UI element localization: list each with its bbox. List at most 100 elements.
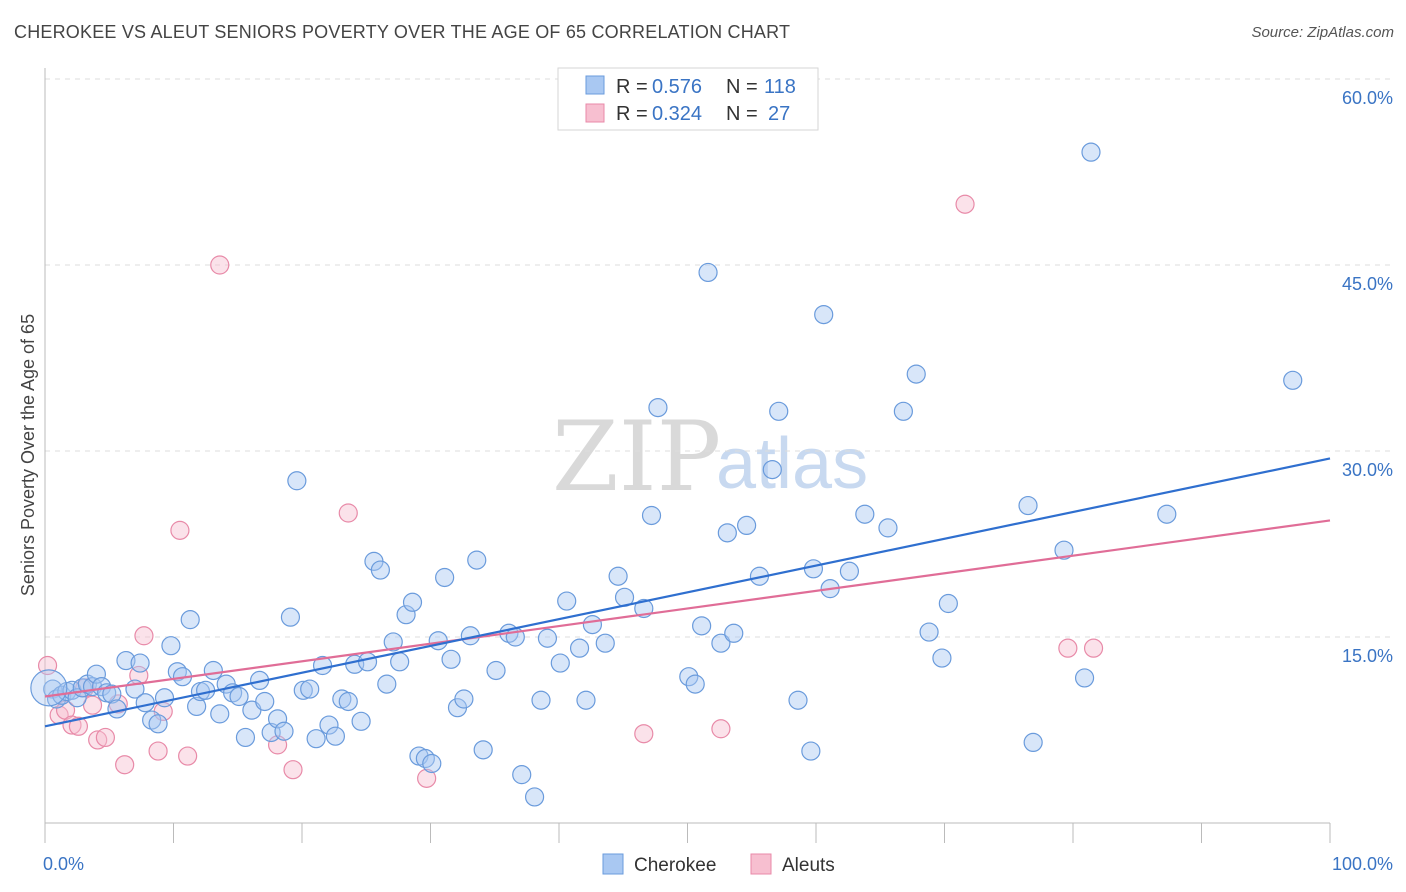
cherokee-point-16 [130, 653, 150, 673]
aleut-legend-swatch [585, 103, 605, 123]
cherokee-points [30, 142, 1303, 807]
cherokee-point-105 [839, 561, 860, 581]
cherokee-point-95 [724, 623, 744, 643]
cherokee-point-71 [486, 660, 506, 681]
cherokee-point-107 [878, 518, 898, 538]
cherokee-point-92 [698, 262, 718, 283]
cherokee-n-label: N = [726, 76, 758, 98]
cherokee-point-38 [267, 709, 288, 729]
watermark-zip: ZIP [552, 401, 721, 513]
cherokee-point-102 [803, 559, 824, 579]
cherokee-point-55 [377, 674, 397, 694]
cherokee-point-103 [814, 305, 834, 325]
aleut-point-25 [1058, 638, 1078, 658]
cherokee-point-17 [135, 693, 155, 713]
x-tick-label-0: 0.0% [43, 854, 84, 874]
cherokee-point-79 [557, 591, 577, 611]
cherokee-point-41 [287, 471, 307, 491]
cherokee-point-119 [1283, 370, 1303, 390]
cherokee-point-65 [441, 649, 461, 669]
cherokee-point-75 [524, 787, 545, 807]
cherokee-point-94 [717, 523, 737, 543]
cherokee-point-59 [402, 592, 423, 612]
cherokee-point-84 [608, 566, 628, 586]
cherokee-series-swatch [602, 853, 624, 875]
x-tick-label-1: 100.0% [1332, 854, 1393, 874]
series-legend: Cherokee Aleuts [602, 853, 835, 876]
cherokee-point-74 [512, 765, 532, 785]
y-axis-title: Seniors Poverty Over the Age of 65 [18, 314, 38, 596]
cherokee-point-100 [788, 690, 808, 710]
aleut-series-swatch [750, 853, 772, 875]
aleut-point-6 [82, 695, 103, 715]
cherokee-point-19 [148, 714, 168, 734]
cherokee-point-112 [938, 593, 958, 614]
aleut-point-8 [95, 727, 115, 748]
cherokee-point-54 [370, 560, 390, 580]
cherokee-point-64 [435, 567, 455, 588]
cherokee-point-70 [473, 740, 493, 760]
aleut-point-19 [283, 760, 303, 780]
cherokee-point-76 [531, 690, 551, 710]
cherokee-r-label: R = [616, 76, 648, 98]
cherokee-cluster-point [30, 669, 68, 707]
cherokee-point-29 [210, 704, 230, 724]
cherokee-point-82 [582, 614, 603, 635]
cherokee-point-98 [762, 460, 782, 480]
cherokee-point-36 [255, 691, 275, 712]
aleut-point-10 [115, 755, 135, 775]
cherokee-point-111 [932, 648, 952, 668]
cherokee-point-12 [102, 684, 122, 704]
cherokee-point-58 [396, 605, 416, 625]
cherokee-point-43 [300, 679, 320, 699]
aleut-point-17 [210, 255, 230, 275]
cherokee-point-61 [415, 748, 435, 769]
aleut-point-20 [338, 503, 358, 523]
cherokee-series-label: Cherokee [634, 855, 716, 876]
trend-lines [44, 457, 1331, 728]
cherokee-point-69 [467, 550, 487, 570]
cherokee-point-51 [351, 711, 371, 731]
cherokee-point-114 [1023, 732, 1043, 753]
cherokee-point-101 [801, 741, 821, 761]
cherokee-point-117 [1081, 142, 1101, 162]
axes [44, 68, 1331, 843]
stats-legend: R = 0.576 N = 118 R = 0.324 N = 27 [557, 67, 819, 131]
gridlines [45, 78, 1392, 638]
watermark: ZIP atlas [552, 401, 868, 513]
cherokee-point-56 [383, 632, 403, 652]
cherokee-point-80 [569, 638, 590, 658]
cherokee-legend-swatch [585, 75, 605, 95]
cherokee-point-90 [685, 674, 705, 694]
aleut-point-24 [955, 194, 975, 214]
aleut-point-22 [634, 724, 654, 744]
cherokee-point-67 [454, 689, 474, 709]
aleut-n-label: N = [726, 103, 758, 125]
cherokee-point-32 [229, 686, 249, 707]
cherokee-point-49 [338, 691, 358, 712]
y-tick-label-1: 30.0% [1342, 460, 1393, 480]
aleut-point-26 [1083, 638, 1104, 658]
cherokee-point-14 [116, 650, 136, 671]
aleut-point-12 [134, 626, 154, 646]
aleut-n-value: 27 [768, 103, 790, 125]
cherokee-point-47 [325, 726, 346, 746]
cherokee-point-88 [648, 398, 668, 418]
cherokee-point-118 [1157, 504, 1177, 524]
cherokee-point-44 [306, 729, 326, 749]
cherokee-point-108 [893, 401, 913, 421]
cherokee-point-91 [692, 616, 712, 636]
cherokee-point-20 [154, 688, 175, 708]
y-tick-label-2: 45.0% [1342, 274, 1393, 294]
cherokee-point-25 [187, 696, 207, 717]
cherokee-point-39 [274, 721, 294, 741]
cherokee-n-value: 118 [764, 76, 796, 98]
y-tick-label-0: 15.0% [1342, 646, 1393, 666]
cherokee-point-81 [576, 690, 596, 710]
cherokee-point-113 [1018, 495, 1038, 516]
cherokee-point-9 [86, 664, 107, 684]
cherokee-point-40 [280, 607, 301, 627]
cherokee-point-33 [235, 727, 256, 748]
cherokee-point-83 [595, 633, 615, 653]
cherokee-point-78 [550, 653, 570, 673]
